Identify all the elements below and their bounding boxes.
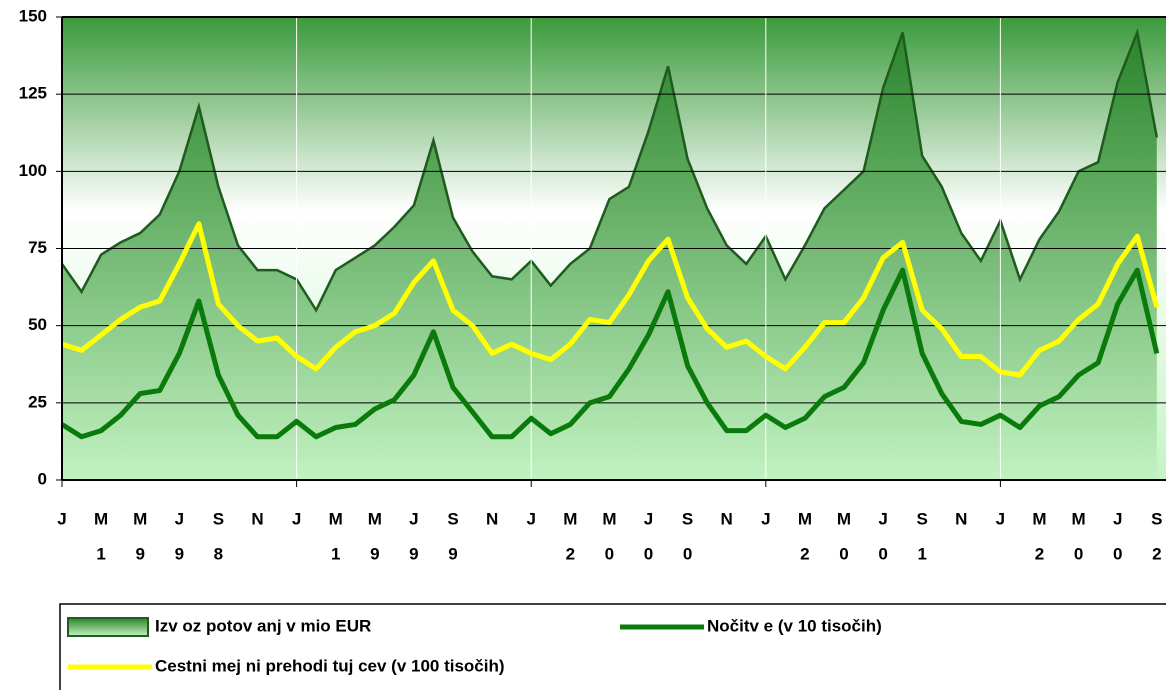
x-sublabel: 1 xyxy=(96,544,105,563)
x-sublabel: 1 xyxy=(917,544,926,563)
x-sublabel: 9 xyxy=(370,544,379,563)
x-sublabel: 0 xyxy=(878,544,887,563)
x-tick-label: S xyxy=(447,509,458,528)
y-tick-label: 25 xyxy=(28,392,47,411)
x-tick-label: J xyxy=(878,509,887,528)
x-tick-label: J xyxy=(526,509,535,528)
x-tick-label: J xyxy=(1113,509,1122,528)
x-tick-label: M xyxy=(1032,509,1046,528)
x-tick-label: N xyxy=(251,509,263,528)
x-sublabel: 9 xyxy=(175,544,184,563)
x-sublabel: 0 xyxy=(1074,544,1083,563)
area-line xyxy=(60,27,1159,313)
x-tick-label: M xyxy=(798,509,812,528)
x-tick-label: S xyxy=(682,509,693,528)
x-tick-label: M xyxy=(368,509,382,528)
x-tick-label: S xyxy=(1151,509,1162,528)
y-tick-label: 100 xyxy=(19,161,47,180)
x-sublabel: 0 xyxy=(605,544,614,563)
x-tick-label: J xyxy=(644,509,653,528)
x-tick-label: S xyxy=(213,509,224,528)
x-sublabel: 2 xyxy=(1035,544,1044,563)
area xyxy=(62,32,1157,480)
y-tick-label: 0 xyxy=(38,469,47,488)
x-sublabel: 2 xyxy=(800,544,809,563)
x-tick-label: M xyxy=(94,509,108,528)
x-tick-label: M xyxy=(563,509,577,528)
legend xyxy=(59,603,1166,695)
legend-label: Cestni mej ni prehodi tuj cev (v 100 tis… xyxy=(155,656,505,675)
x-tick-label: S xyxy=(917,509,928,528)
x-tick-label: J xyxy=(292,509,301,528)
x-sublabel: 2 xyxy=(566,544,575,563)
x-sublabel: 9 xyxy=(135,544,144,563)
legend-swatch xyxy=(67,617,149,637)
x-tick-label: M xyxy=(1072,509,1086,528)
y-tick-label: 125 xyxy=(19,84,47,103)
y-tick-label: 50 xyxy=(28,315,47,334)
x-tick-label: J xyxy=(409,509,418,528)
line xyxy=(60,267,1160,440)
x-sublabel: 9 xyxy=(409,544,418,563)
x-sublabel: 9 xyxy=(448,544,457,563)
line xyxy=(61,221,1160,378)
x-sublabel: 0 xyxy=(683,544,692,563)
x-tick-label: M xyxy=(837,509,851,528)
x-tick-label: N xyxy=(721,509,733,528)
x-tick-label: J xyxy=(57,509,66,528)
y-tick-label: 150 xyxy=(19,6,47,25)
x-sublabel: 2 xyxy=(1152,544,1161,563)
x-sublabel: 1 xyxy=(331,544,340,563)
x-tick-label: J xyxy=(996,509,1005,528)
x-sublabel: 0 xyxy=(839,544,848,563)
legend-label: Nočitv e (v 10 tisočih) xyxy=(707,616,882,635)
x-tick-label: N xyxy=(955,509,967,528)
x-sublabel: 8 xyxy=(214,544,223,563)
x-sublabel: 0 xyxy=(644,544,653,563)
x-tick-label: M xyxy=(602,509,616,528)
x-tick-label: J xyxy=(175,509,184,528)
legend-label: Izv oz potov anj v mio EUR xyxy=(155,616,371,635)
x-tick-label: M xyxy=(329,509,343,528)
x-tick-label: M xyxy=(133,509,147,528)
x-tick-label: N xyxy=(486,509,498,528)
y-tick-label: 75 xyxy=(28,238,47,257)
x-tick-label: J xyxy=(761,509,770,528)
x-sublabel: 0 xyxy=(1113,544,1122,563)
